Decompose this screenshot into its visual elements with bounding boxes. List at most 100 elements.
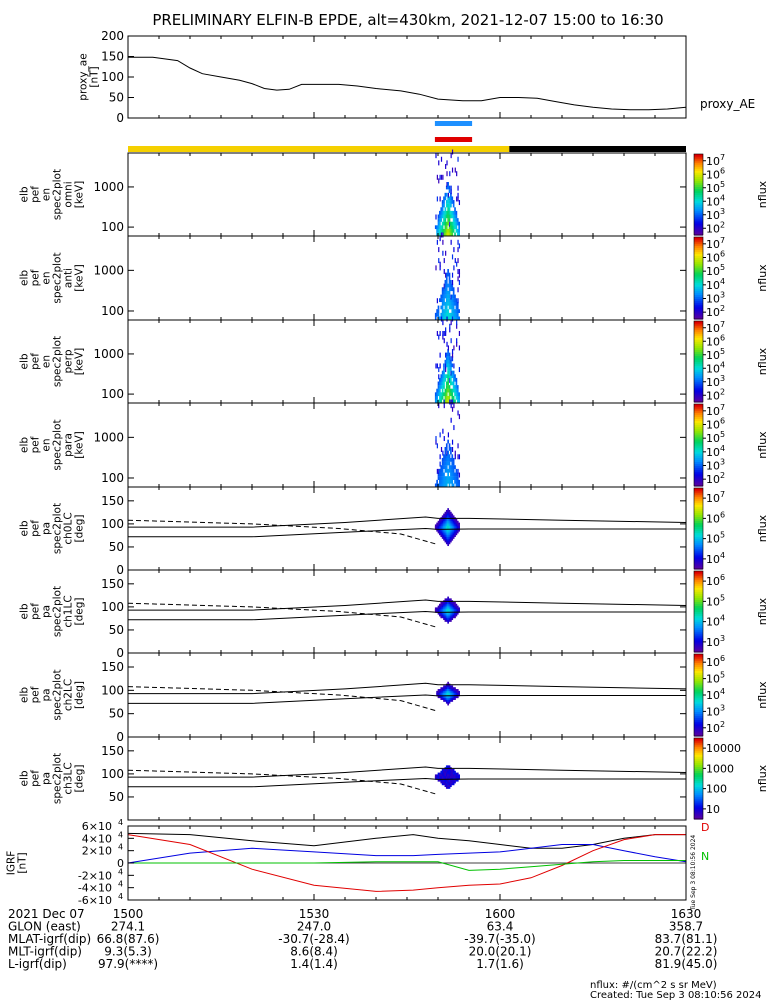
colorbar-swatch [694, 385, 703, 389]
spectrogram-cell [441, 374, 444, 379]
proxy-ae-ylabel: proxy_ae [nT] [78, 53, 101, 100]
spectrogram-speck [445, 163, 447, 169]
spectrogram-cell [443, 461, 445, 466]
pa-spectrogram-cell [452, 696, 455, 700]
pa-spectrogram-cell [451, 696, 454, 700]
colorbar-swatch [694, 678, 703, 682]
colorbar-label: nflux [756, 347, 769, 375]
colorbar-ticklabel: 105 [706, 263, 725, 278]
spectrogram-cell [451, 232, 454, 237]
pa-spectrogram-cell [440, 609, 443, 613]
colorbar-swatch [694, 738, 703, 741]
spectrogram-cell [441, 228, 444, 233]
pa-spectrogram-cell [441, 518, 444, 523]
spectrogram-cell [452, 210, 455, 215]
colorbar-label: nflux [756, 180, 769, 208]
colorbar-swatch [694, 459, 703, 462]
spectrogram-cell [448, 479, 451, 484]
pa-spectrogram-cell [454, 518, 456, 523]
spectrogram-cell [445, 276, 448, 281]
pa-spectrogram-cell [444, 528, 447, 532]
annotation-value: -39.7(-35.0) [464, 932, 535, 946]
spectrogram-cell [439, 472, 441, 477]
spectrogram-cell [451, 283, 454, 288]
pa-spectrogram-cell [447, 685, 449, 690]
spectrogram-cell [448, 443, 451, 448]
colorbar-swatch [694, 808, 703, 812]
spectrogram-cell [452, 316, 455, 321]
spectrogram-speck [445, 327, 447, 333]
pa-spectrogram-cell [443, 685, 445, 690]
spectrogram-cell [444, 316, 447, 321]
spectrogram-cell [445, 374, 448, 379]
colorbar-swatch [694, 314, 703, 318]
spectrogram-cell [444, 287, 447, 292]
spectrogram-cell [451, 294, 454, 299]
spectrogram-cell [447, 200, 449, 204]
ae-ytick-label: 150 [101, 50, 124, 64]
pa-spectrogram-cell [441, 529, 444, 534]
colorbar-ticklabel: 107 [706, 403, 725, 418]
pa-spectrogram-cell [445, 538, 448, 543]
colorbar-swatch [694, 552, 703, 556]
colorbar-swatch [694, 337, 703, 340]
anti-loss-cone-line [128, 527, 686, 538]
spectrogram-cell [444, 388, 447, 393]
pa-spectrogram-cell [448, 515, 451, 519]
spectrogram-cell [444, 461, 447, 466]
spectrogram-cell [452, 457, 455, 462]
pa-spectrogram-cell [454, 689, 456, 693]
spectrogram-cell [443, 298, 445, 303]
spectrogram-speck [454, 258, 456, 264]
pa-spectrogram-cell [436, 692, 438, 697]
pa-spectrogram-cell [439, 522, 441, 527]
spectrogram-cell [447, 352, 449, 357]
colorbar-swatch [694, 178, 703, 181]
colorbar-swatch [694, 363, 703, 367]
pa-spectrogram-cell [450, 612, 452, 617]
panel-ylabel-line: pef [30, 520, 42, 537]
colorbar-swatch [694, 222, 703, 226]
spectrogram-cell [444, 457, 447, 462]
spectrogram-cell [452, 228, 455, 233]
colorbar-swatch [694, 534, 703, 538]
pa-spectrogram-cell [448, 540, 451, 545]
pa-spectrogram-cell [445, 533, 448, 538]
pa-spectrogram-cell [452, 603, 455, 608]
pa-spectrogram-cell [444, 526, 447, 530]
panel-ylabel-line: pef [30, 269, 42, 286]
ytick-label: 100 [101, 220, 124, 234]
spectrogram-cell [447, 356, 449, 360]
spectrogram-cell [445, 203, 448, 208]
spectrogram-cell [452, 221, 455, 226]
annotation-row-label: MLT-igrf(dip) [8, 945, 82, 959]
spectrogram-cell [448, 476, 451, 480]
colorbar-swatch [694, 212, 703, 216]
colorbar-swatch [694, 621, 703, 625]
spectrogram-cell [443, 218, 445, 222]
colorbar-swatch [694, 524, 703, 528]
pa-spectrogram-cell [445, 511, 448, 516]
colorbar-swatch [694, 625, 703, 629]
spectrogram-speck [458, 472, 461, 478]
pa-spectrogram-cell [444, 609, 447, 613]
spectrogram-cell [447, 283, 449, 288]
pa-spectrogram-cell [447, 779, 449, 784]
colorbar-swatch [694, 241, 703, 244]
colorbar-ticklabel: 107 [706, 236, 725, 251]
pa-spectrogram-cell [441, 522, 444, 527]
panel-ylabel-line: spec2plot [52, 586, 64, 637]
pa-spectrogram-cell [447, 538, 449, 543]
panel-frame [127, 319, 687, 404]
spectrogram-speck [449, 377, 451, 383]
spectrogram-speck [443, 330, 445, 336]
pa-spectrogram-cell [437, 776, 440, 780]
colorbar-swatch [694, 692, 703, 696]
pa-spectrogram-cell [450, 533, 452, 538]
spectrogram-cell [441, 377, 444, 382]
spectrogram-cell [452, 287, 455, 292]
pa-spectrogram-cell [440, 529, 443, 534]
spectrogram-cell [445, 457, 448, 462]
colorbar-swatch [694, 676, 703, 680]
spectrogram-cell [450, 388, 452, 393]
